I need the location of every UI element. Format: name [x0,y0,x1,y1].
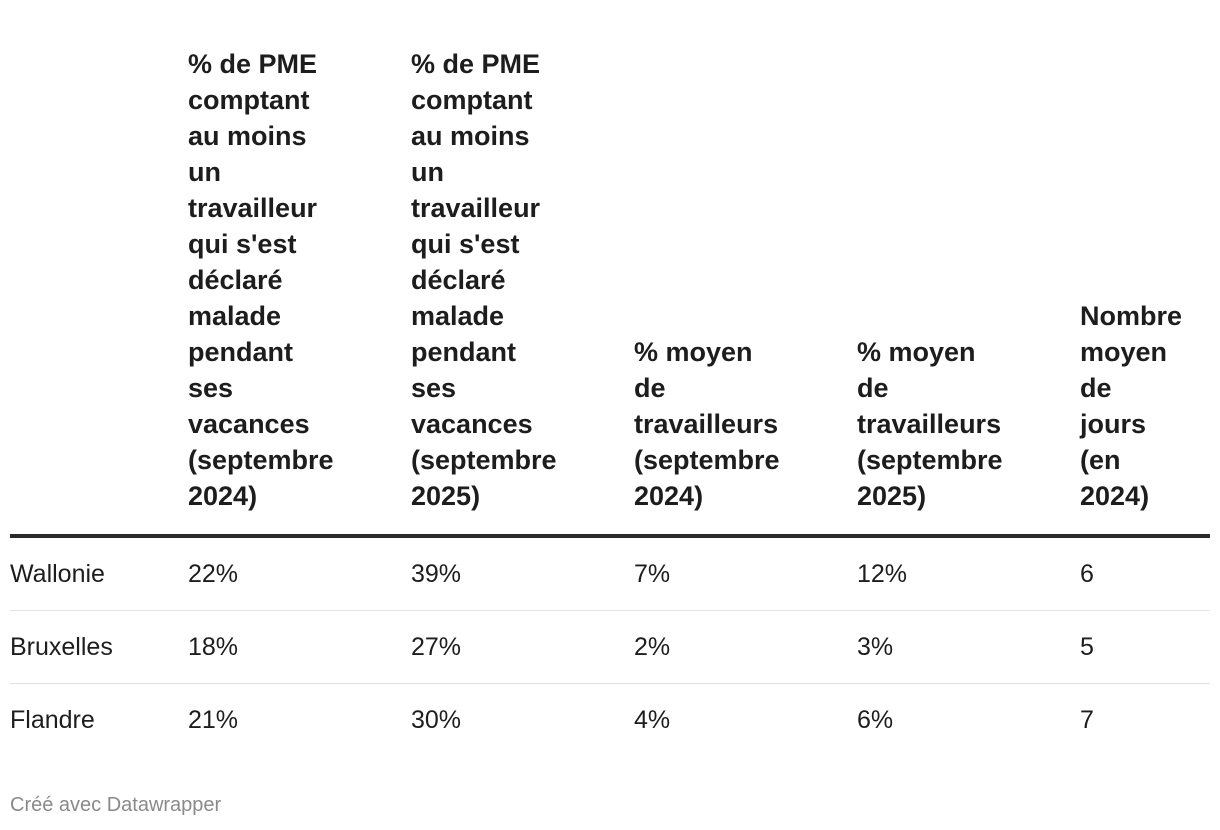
header-line: 2025) [857,481,927,511]
cell-value: 27% [411,610,634,684]
cell-value: 7% [634,536,857,611]
header-line: travailleurs [857,409,1002,439]
header-line: de [1080,373,1112,403]
header-line: comptant [411,85,533,115]
header-region [10,46,188,538]
header-line: % de PME [188,49,318,79]
header-line: % moyen [634,337,753,367]
header-line: ses [411,373,457,403]
header-line: un [411,157,444,187]
cell-region: Bruxelles [10,610,188,684]
table-header-row: % de PME comptant au moins un travailleur qui… [10,46,1210,538]
header-line: déclaré [188,265,283,295]
header-line: jours [1080,409,1147,439]
header-line: de [634,373,666,403]
cell-region: Wallonie [10,536,188,611]
header-line: ses [188,373,234,403]
header-line: (en [1080,445,1121,475]
header-line: 2024) [634,481,704,511]
cell-value: 6 [1080,536,1210,611]
header-line: qui s'est [411,229,520,259]
header-line: % moyen [857,337,976,367]
header-line: malade [188,301,282,331]
header-line: 2024) [1080,481,1150,511]
header-line: vacances [411,409,533,439]
header-line: travailleurs [634,409,779,439]
header-line: pendant [188,337,293,367]
header-line: 2025) [411,481,481,511]
header-col-5: Nombre moyen de jours (en 2024) [1080,46,1210,538]
header-line: vacances [188,409,310,439]
table-row: Wallonie 22% 39% 7% 12% 6 [10,536,1210,611]
cell-value: 21% [188,705,239,734]
cell-value: 39% [411,536,634,611]
cell-value: 6% [857,705,894,734]
table-row: Flandre 21% 30% 4% 6% 7 [10,684,1210,757]
header-line: un [188,157,221,187]
header-line: comptant [188,85,310,115]
cell-value: 22% [188,536,411,611]
header-col-1: % de PME comptant au moins un travailleur qui… [188,46,411,538]
header-col-4: % moyen de travailleurs (septembre 2025) [857,46,1080,538]
table-row: Bruxelles 18% 27% 2% 3% 5 [10,610,1210,684]
cell-value: 5 [1080,610,1210,684]
cell-value: 30% [411,705,462,734]
header-line: Nombre [1080,301,1183,331]
header-col-3: % moyen de travailleurs (septembre 2024) [634,46,857,538]
header-line: de [857,373,889,403]
header-line: travailleur [188,193,318,223]
header-line: (septembre [188,445,334,475]
data-table: % de PME comptant au moins un travailleur qui… [10,46,1210,756]
header-line: % de PME [411,49,541,79]
header-line: moyen [1080,337,1168,367]
cell-value: 2% [634,610,857,684]
cell-value: 7 [1080,705,1094,734]
header-line: (septembre [411,445,557,475]
header-line: déclaré [411,265,506,295]
header-line: au moins [411,121,530,151]
header-line: (septembre [857,445,1003,475]
header-line: travailleur [411,193,541,223]
cell-value: 3% [857,610,1080,684]
cell-value: 12% [857,536,1080,611]
header-line: pendant [411,337,516,367]
header-line: malade [411,301,505,331]
datawrapper-credit[interactable]: Créé avec Datawrapper [10,794,222,816]
header-line: qui s'est [188,229,297,259]
header-line: 2024) [188,481,258,511]
cell-value: 4% [634,705,671,734]
header-line: (septembre [634,445,780,475]
header-line: au moins [188,121,307,151]
cell-region: Flandre [10,705,95,734]
data-table-container: % de PME comptant au moins un travailleur qui… [10,46,1210,756]
cell-value: 18% [188,610,411,684]
header-col-2: % de PME comptant au moins un travailleur qui… [411,46,634,538]
